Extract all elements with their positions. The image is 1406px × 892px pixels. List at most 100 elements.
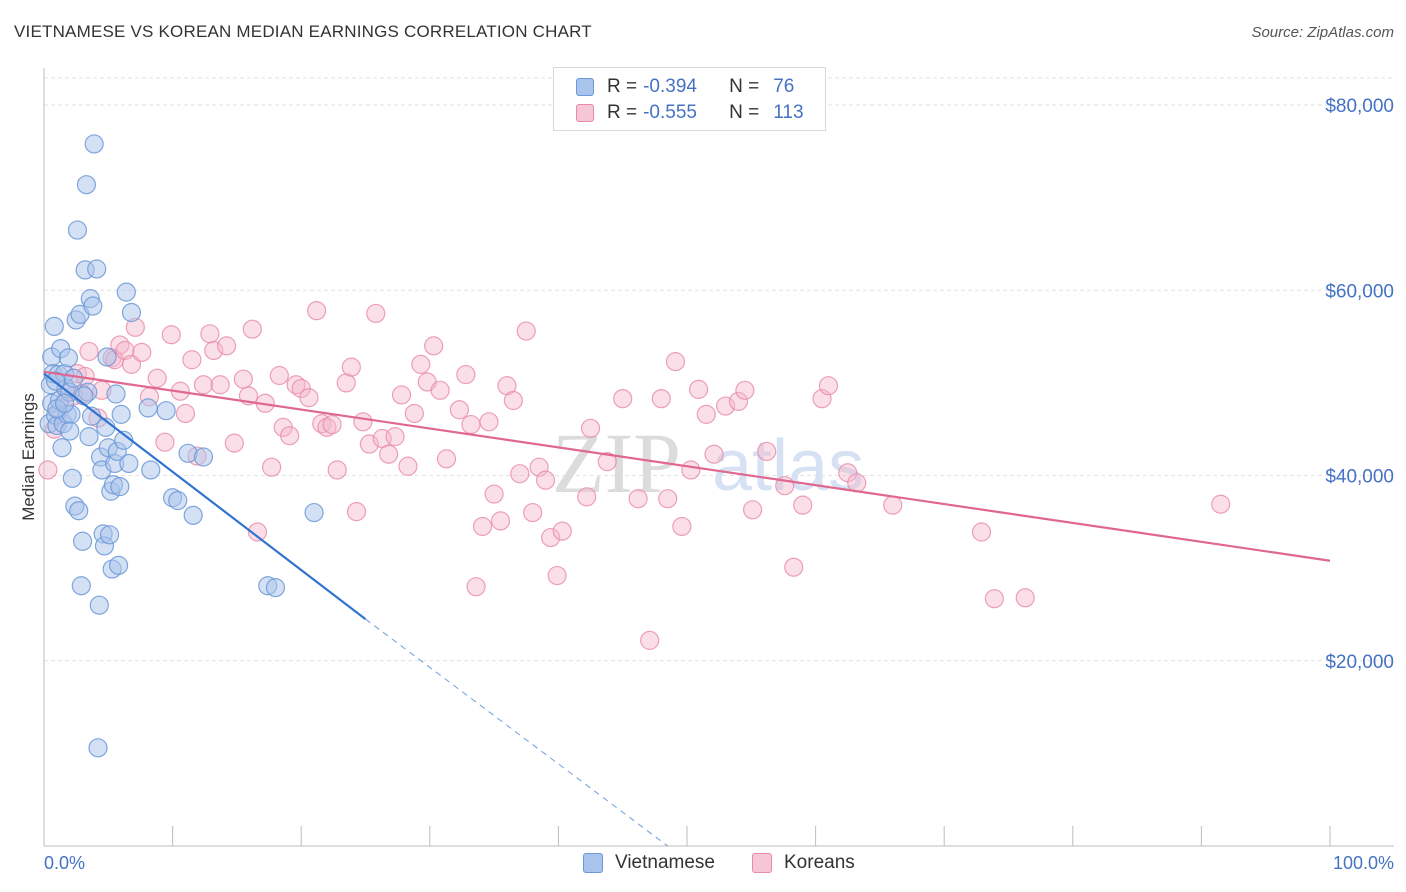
- vietnamese-point: [84, 134, 104, 154]
- koreans-point: [182, 350, 202, 370]
- koreans-point: [704, 444, 724, 464]
- vietnamese-point: [71, 576, 91, 596]
- x-tick-label: 100.0%: [1333, 853, 1394, 873]
- vietnamese-point: [108, 555, 129, 575]
- correlation-legend: R = -0.394 N = 76 R = -0.555 N = 113: [553, 67, 826, 131]
- koreans-point: [472, 516, 493, 537]
- koreans-point: [503, 390, 523, 411]
- koreans-point: [307, 301, 327, 321]
- y-tick-labels: $20,000 $40,000 $60,000 $80,000: [1325, 96, 1394, 673]
- koreans-point: [640, 630, 660, 650]
- koreans-point: [449, 400, 469, 420]
- koreans-point: [38, 460, 58, 480]
- legend-item-vietnamese[interactable]: Vietnamese: [583, 852, 715, 874]
- vietnamese-point: [106, 384, 126, 404]
- vietnamese-points: [39, 134, 324, 758]
- legend-row-koreans: R = -0.555 N = 113: [576, 101, 804, 125]
- koreans-point: [547, 565, 567, 586]
- vietnamese-point: [54, 393, 75, 413]
- koreans-point: [456, 364, 476, 385]
- vietnamese-point: [116, 282, 136, 302]
- koreans-point: [155, 432, 175, 452]
- koreans-point: [681, 460, 701, 480]
- koreans-point: [430, 380, 450, 400]
- koreans-point: [161, 325, 181, 345]
- koreans-point: [341, 357, 361, 377]
- koreans-point: [327, 460, 347, 480]
- vietnamese-point: [89, 595, 109, 615]
- koreans-trend-line: [43, 370, 1331, 562]
- koreans-point: [317, 417, 337, 437]
- koreans-point: [651, 389, 671, 409]
- koreans-point: [742, 500, 763, 520]
- koreans-point: [658, 489, 678, 509]
- koreans-point: [391, 385, 412, 405]
- koreans-point: [628, 489, 648, 509]
- legend-r-label: R =: [607, 102, 638, 123]
- legend-swatch-pink: [576, 104, 594, 122]
- legend-n-label: N =: [729, 102, 760, 123]
- koreans-point: [696, 404, 716, 424]
- y-tick-label: $40,000: [1325, 467, 1394, 488]
- koreans-point: [353, 412, 373, 432]
- watermark-atlas: atlas: [712, 426, 864, 506]
- legend-n-label: N =: [729, 76, 760, 97]
- koreans-point: [200, 324, 220, 344]
- koreans-point: [132, 342, 152, 362]
- koreans-point: [883, 495, 903, 515]
- vietnamese-point: [69, 501, 89, 521]
- legend-label-vietnamese: Vietnamese: [615, 852, 715, 873]
- vietnamese-point: [110, 477, 130, 497]
- vietnamese-trend-extension: [365, 618, 669, 847]
- vietnamese-point: [44, 316, 64, 337]
- vietnamese-point: [141, 460, 161, 480]
- koreans-point: [322, 414, 342, 435]
- koreans-point: [312, 414, 332, 434]
- legend-swatch-blue: [576, 78, 594, 96]
- koreans-point: [147, 368, 167, 388]
- vietnamese-point: [79, 427, 99, 447]
- koreans-point: [484, 484, 504, 504]
- legend-swatch-koreans: [752, 853, 772, 873]
- koreans-point: [613, 389, 633, 409]
- koreans-point: [541, 527, 561, 548]
- vietnamese-point: [76, 175, 97, 195]
- koreans-point: [436, 449, 457, 469]
- koreans-point: [688, 379, 709, 399]
- koreans-point: [193, 375, 214, 395]
- koreans-point: [793, 495, 813, 515]
- vietnamese-point: [62, 468, 82, 488]
- x-tick-label: 0.0%: [44, 853, 85, 873]
- chart-source: Source: ZipAtlas.com: [1251, 24, 1394, 41]
- koreans-point: [818, 376, 839, 396]
- koreans-point: [404, 403, 424, 424]
- koreans-point: [398, 456, 418, 476]
- vietnamese-point: [121, 302, 142, 323]
- koreans-point: [715, 396, 736, 416]
- koreans-point: [984, 589, 1004, 609]
- koreans-point: [490, 511, 511, 531]
- koreans-point: [233, 369, 253, 389]
- vietnamese-point: [304, 502, 324, 523]
- vietnamese-point: [74, 386, 94, 406]
- vietnamese-point: [168, 490, 188, 511]
- koreans-point: [280, 426, 300, 446]
- koreans-point: [516, 321, 536, 341]
- koreans-point: [580, 418, 601, 438]
- koreans-point: [510, 464, 530, 484]
- vietnamese-point: [63, 368, 84, 388]
- koreans-point: [971, 522, 992, 542]
- koreans-point: [535, 470, 556, 490]
- y-tick-label: $60,000: [1325, 281, 1394, 302]
- chart-title: VIETNAMESE VS KOREAN MEDIAN EARNINGS COR…: [14, 22, 592, 41]
- koreans-point: [379, 444, 399, 464]
- koreans-point: [366, 303, 386, 324]
- legend-r-value: -0.394: [643, 76, 697, 97]
- koreans-point: [411, 354, 431, 374]
- koreans-point: [262, 457, 282, 477]
- legend-r-label: R =: [607, 76, 638, 97]
- legend-swatch-vietnamese: [583, 853, 603, 873]
- legend-item-koreans[interactable]: Koreans: [752, 852, 855, 874]
- vietnamese-point: [193, 447, 214, 467]
- y-tick-label: $80,000: [1325, 96, 1394, 117]
